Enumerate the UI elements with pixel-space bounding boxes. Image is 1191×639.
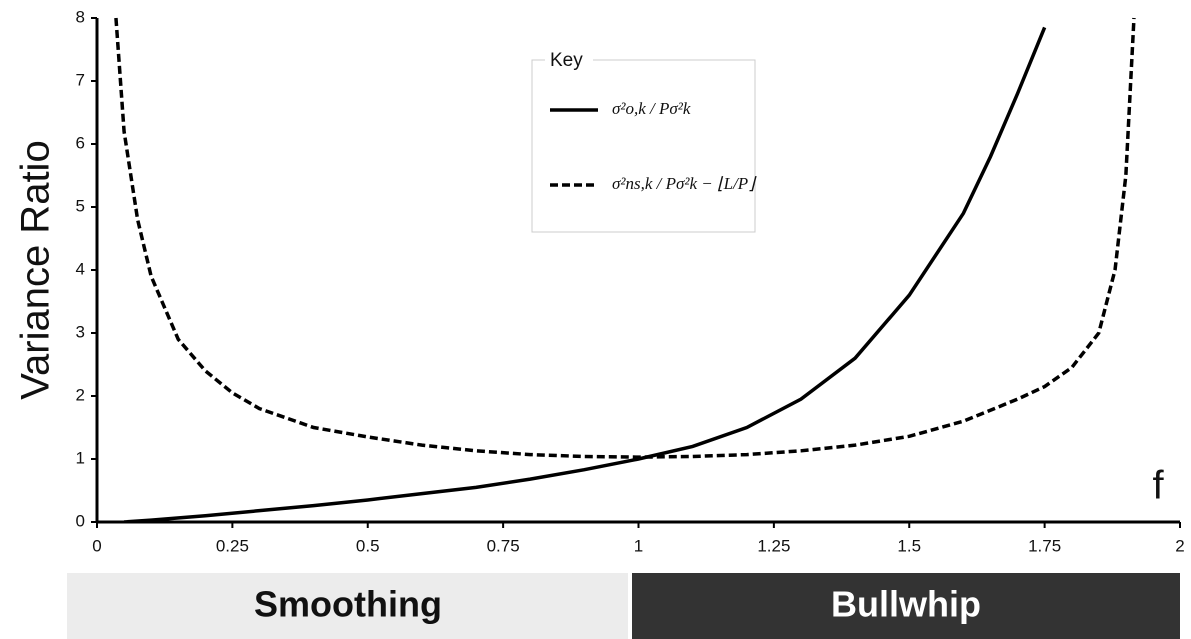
y-tick-label: 4 [76, 259, 85, 278]
x-tick-label: 1.5 [897, 536, 921, 555]
x-tick-label: 2 [1175, 536, 1184, 555]
y-tick-label: 1 [76, 448, 85, 467]
y-tick-label: 0 [76, 511, 85, 530]
y-tick-label: 7 [76, 70, 85, 89]
series-line [114, 17, 1136, 459]
band-bullwhip [632, 573, 1180, 639]
legend-title: Key [550, 50, 583, 71]
x-tick-label: 1 [634, 536, 643, 555]
band-smoothing [67, 573, 628, 639]
x-tick-label: 1.75 [1028, 536, 1061, 555]
y-axis-label: Variance Ratio [14, 140, 58, 399]
y-tick-label: 8 [76, 7, 85, 26]
legend-label: σ²o,k / Pσ²k [612, 99, 691, 118]
y-tick-label: 5 [76, 196, 85, 215]
legend-box [531, 59, 756, 233]
x-tick-label: 0.75 [487, 536, 520, 555]
series-line [123, 26, 1047, 522]
y-tick-label: 3 [76, 322, 85, 341]
legend-title-bg [545, 50, 593, 70]
x-tick-label: 0 [92, 536, 101, 555]
x-tick-label: 0.25 [216, 536, 249, 555]
x-tick-label: 0.5 [356, 536, 380, 555]
x-axis-label: f [1152, 464, 1164, 508]
band-label: Bullwhip [831, 584, 981, 625]
y-tick-label: 6 [76, 133, 85, 152]
y-tick-label: 2 [76, 385, 85, 404]
x-tick-label: 1.25 [757, 536, 790, 555]
legend-label: σ²ns,k / Pσ²k − ⌊L/P⌋ [612, 174, 757, 193]
band-label: Smoothing [254, 584, 442, 625]
